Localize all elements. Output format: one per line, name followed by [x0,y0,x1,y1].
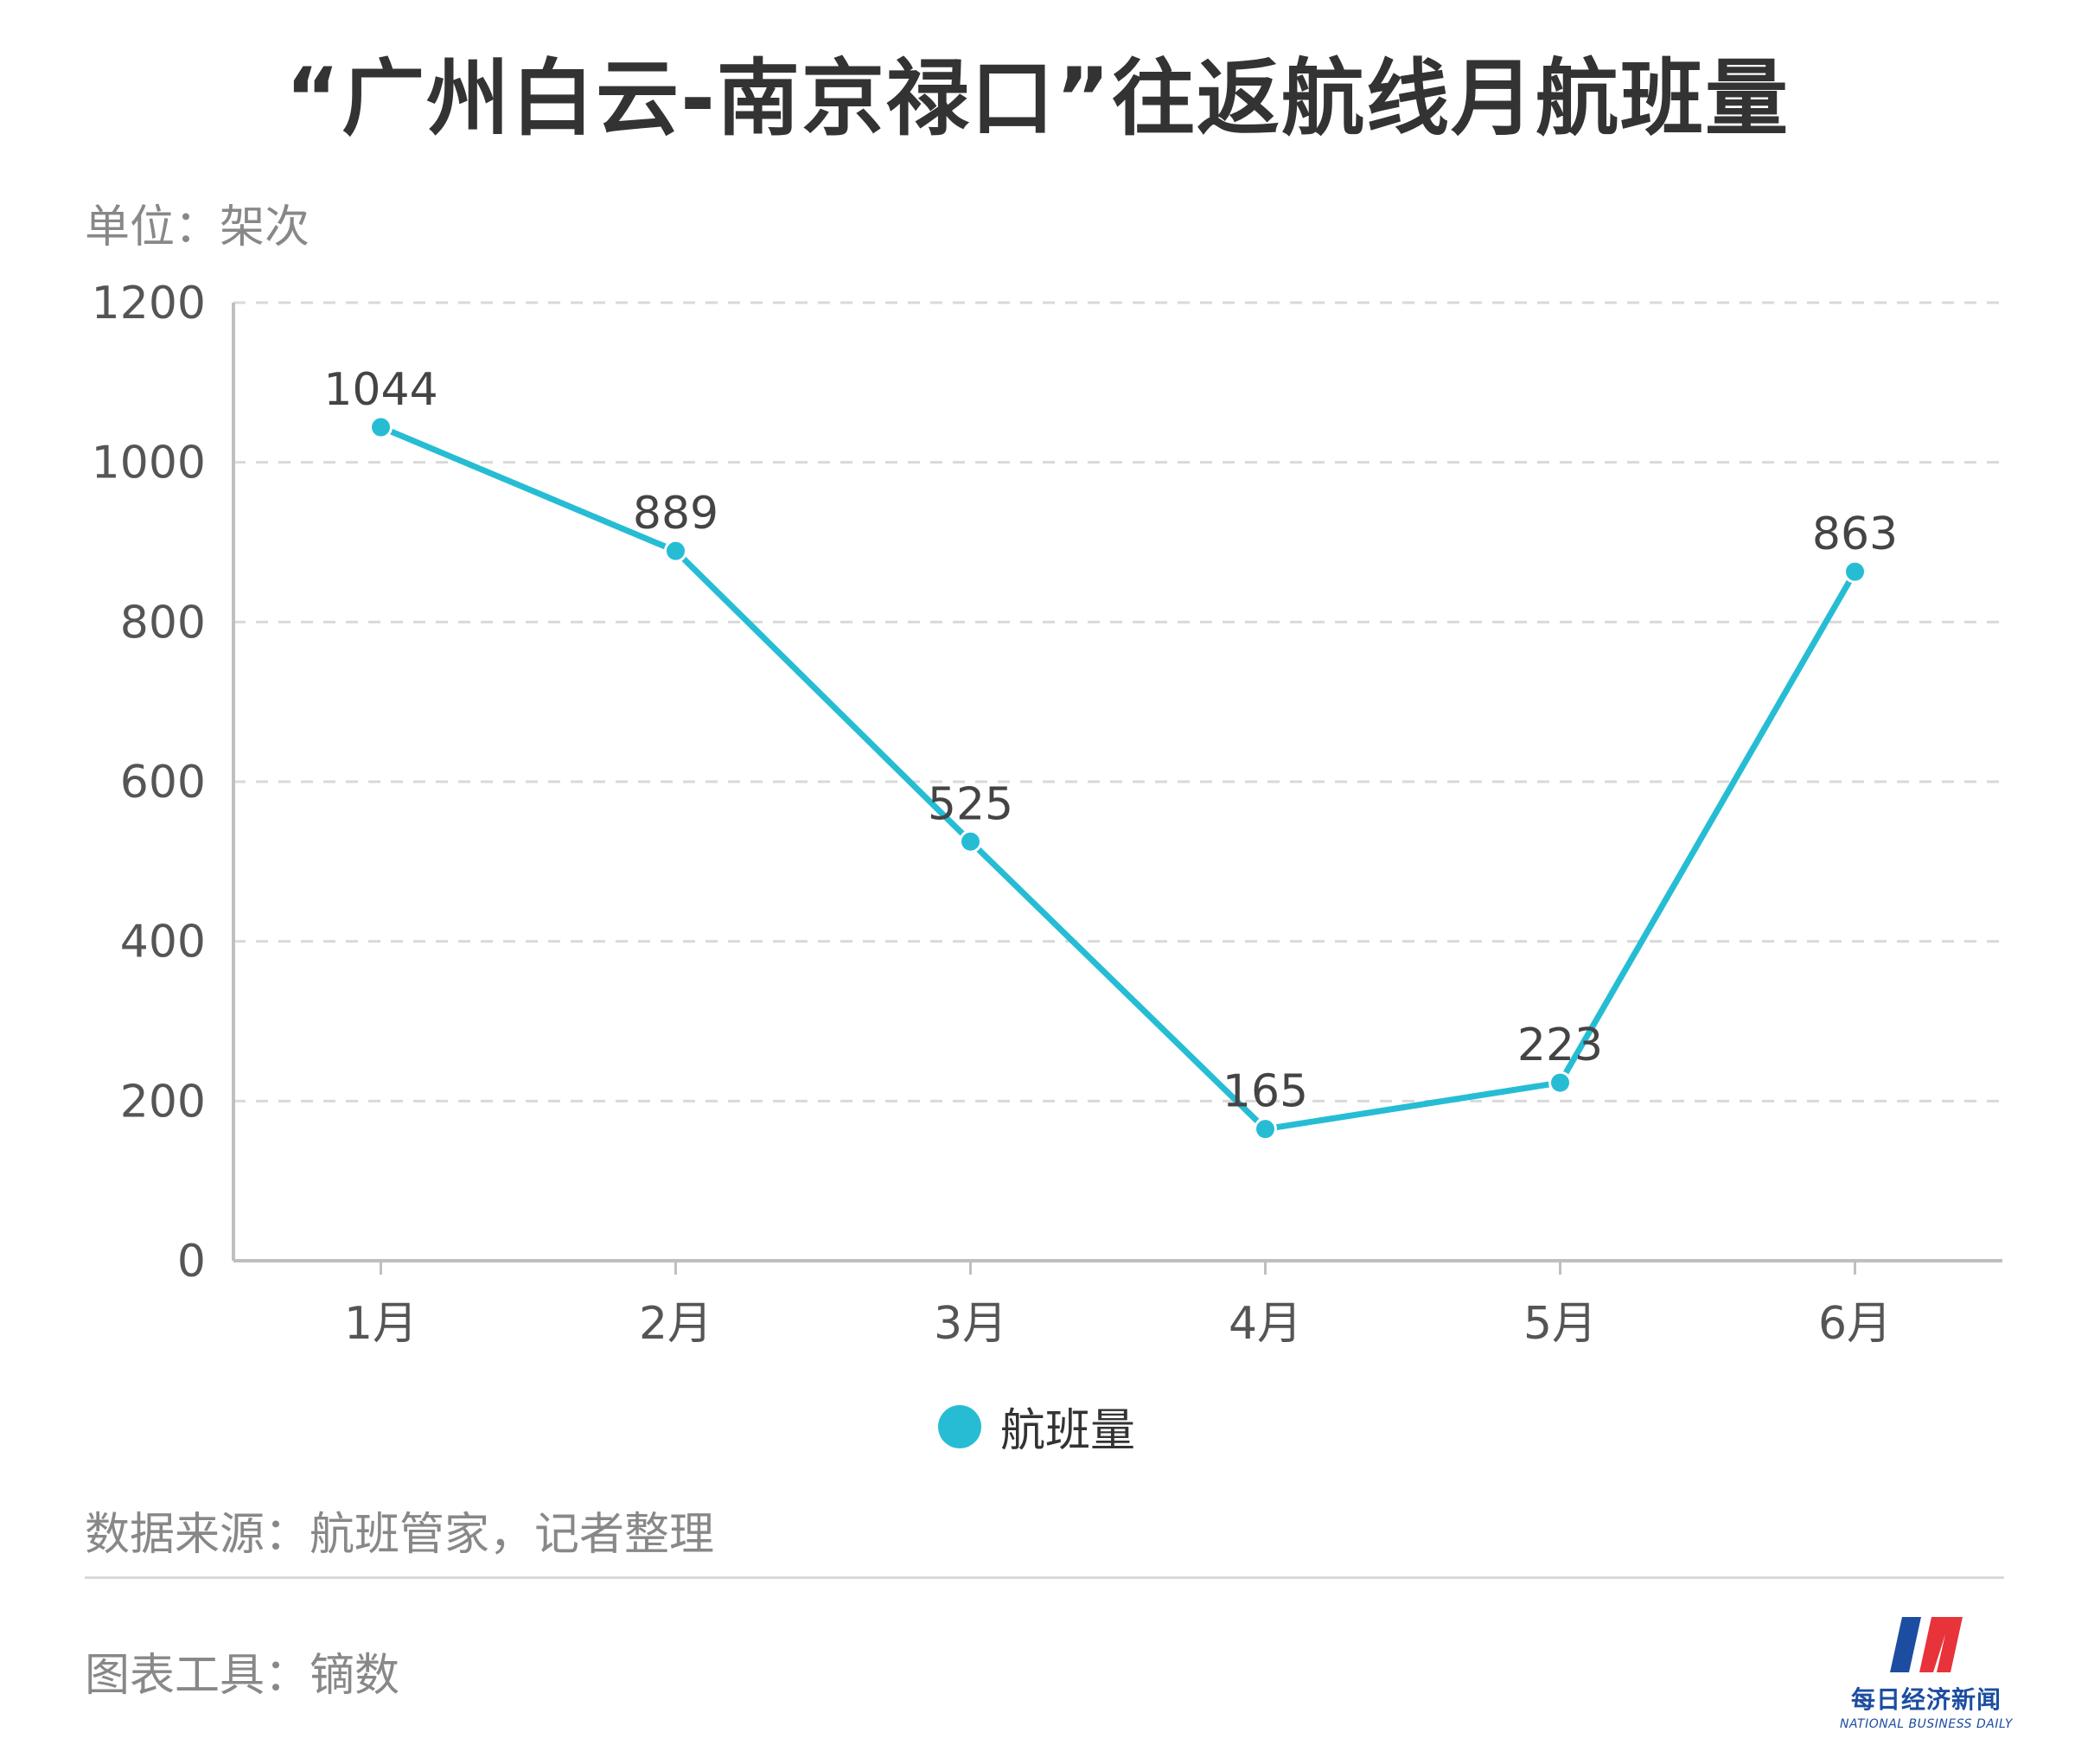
data-point [959,829,982,853]
data-source: 数据来源：航班管家，记者整理 [85,1509,715,1561]
data-label: 863 [1812,508,1898,560]
brand-logo: 每日经济新闻 NATIONAL BUSINESS DAILY [1840,1610,2013,1731]
data-label: 165 [1223,1066,1308,1118]
x-tick-label: 4月 [1229,1298,1302,1350]
legend-label: 航班量 [1000,1405,1136,1457]
brand-name-en: NATIONAL BUSINESS DAILY [1840,1717,2013,1731]
y-tick-label: 400 [120,917,206,968]
y-tick-label: 600 [120,757,206,808]
x-tick-label: 6月 [1818,1298,1892,1350]
data-point [369,415,393,439]
y-tick-label: 200 [120,1076,206,1128]
data-label: 1044 [323,364,437,416]
y-tick-label: 0 [177,1236,206,1288]
data-label: 223 [1517,1019,1603,1071]
legend: 航班量 [938,1394,1135,1459]
x-tick-label: 3月 [934,1298,1007,1350]
data-label: 525 [928,778,1013,830]
brand-name-cn: 每日经济新闻 [1850,1685,2002,1714]
chart-title: “广州白云-南京禄口”往返航线月航班量 [284,50,1791,147]
series-line [378,424,1858,1133]
line-chart: 0 200 400 600 800 1000 1200 1月 2月 3月 4月 5月 6月 1044 889… [92,278,2002,1350]
legend-dot-icon [938,1404,981,1448]
chart-tool: 图表工具：镝数 [85,1650,400,1702]
data-label: 889 [633,488,718,540]
unit-label: 单位：架次 [85,201,310,253]
brand-logo-icon [1890,1617,1963,1672]
data-point [1254,1117,1277,1141]
x-tick-label: 1月 [344,1298,418,1350]
x-tick-label: 2月 [639,1298,712,1350]
x-tick-label: 5月 [1523,1298,1597,1350]
y-tick-label: 800 [120,597,206,649]
data-point [664,539,687,563]
y-tick-label: 1200 [92,278,206,329]
data-point [1843,559,1867,584]
y-tick-label: 1000 [92,438,206,489]
data-point [1548,1071,1572,1095]
footer-divider [85,1576,2004,1579]
